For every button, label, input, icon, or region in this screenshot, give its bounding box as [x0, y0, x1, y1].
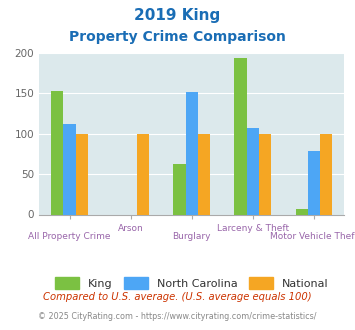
Text: Motor Vehicle Theft: Motor Vehicle Theft [270, 232, 355, 241]
Bar [186, 92, 198, 214]
Text: © 2025 CityRating.com - https://www.cityrating.com/crime-statistics/: © 2025 CityRating.com - https://www.city… [38, 312, 317, 321]
Bar [76, 134, 88, 214]
Bar [295, 209, 308, 215]
Bar [137, 134, 149, 214]
Bar [173, 164, 186, 214]
Bar [247, 128, 259, 214]
Bar [198, 134, 210, 214]
Legend: King, North Carolina, National: King, North Carolina, National [50, 273, 333, 293]
Text: 2019 King: 2019 King [135, 8, 220, 23]
Text: Burglary: Burglary [173, 232, 211, 241]
Text: Property Crime Comparison: Property Crime Comparison [69, 30, 286, 44]
Bar [234, 58, 247, 214]
Text: All Property Crime: All Property Crime [28, 232, 111, 241]
Text: Larceny & Theft: Larceny & Theft [217, 224, 289, 233]
Bar [51, 91, 64, 214]
Bar [64, 124, 76, 214]
Text: Compared to U.S. average. (U.S. average equals 100): Compared to U.S. average. (U.S. average … [43, 292, 312, 302]
Bar [320, 134, 332, 214]
Bar [308, 151, 320, 214]
Text: Arson: Arson [118, 224, 143, 233]
Bar [259, 134, 271, 214]
